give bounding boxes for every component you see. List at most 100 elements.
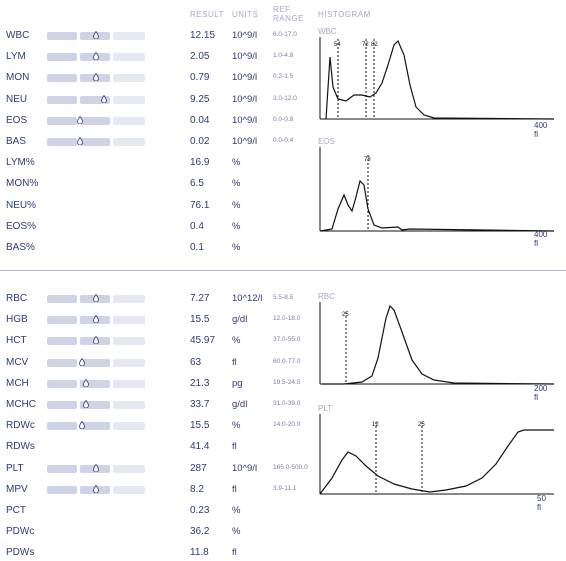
parameter-ref-range: 0.0-0.4 <box>273 137 294 144</box>
range-segment-2 <box>80 401 110 409</box>
parameter-unit: % <box>232 157 241 169</box>
parameter-name: RDWc <box>6 420 35 432</box>
range-segment-1 <box>47 74 77 83</box>
parameter-unit: % <box>232 242 241 253</box>
parameter-ref-range: 31.0-39.0 <box>273 400 301 407</box>
parameter-row: MPV 8.2 fl 3.9-11.1 <box>0 484 300 498</box>
parameter-row: MON% 6.5% <box>0 178 300 192</box>
parameter-row: HGB 15.5 g/dl 12.0-18.0 <box>0 314 300 328</box>
value-marker-icon <box>101 94 107 103</box>
parameter-unit: pg <box>232 377 243 389</box>
parameter-unit: 10^9/l <box>232 93 258 105</box>
header-ref-range: REF. RANGE <box>273 5 304 23</box>
range-segment-3 <box>113 464 145 473</box>
range-segment-3 <box>113 116 145 125</box>
range-segment-3 <box>113 485 145 494</box>
parameter-result: 33.7 <box>190 399 210 410</box>
parameter-result: 76.1 <box>190 199 210 211</box>
range-segment-3 <box>113 295 145 303</box>
value-marker-icon <box>79 421 85 430</box>
parameter-result: 15.5 <box>190 314 210 326</box>
range-indicator-bar <box>47 463 145 473</box>
value-marker-icon <box>93 73 99 82</box>
parameter-row: NEU 9.25 10^9/l 3.0-12.0 <box>0 94 300 108</box>
wbc-axis-max: 400 fl <box>534 121 548 139</box>
range-indicator-bar <box>47 400 145 409</box>
plt-histogram-label: PLT <box>318 404 333 413</box>
value-marker-icon <box>93 336 99 345</box>
parameter-row: PDWc 36.2% <box>0 526 300 540</box>
parameter-unit: 10^12/l <box>232 293 263 304</box>
eos-marker-label-1: 78 <box>364 157 371 163</box>
parameter-row: HCT 45.97% 37.0-55.0 <box>0 335 300 349</box>
header-histogram: HISTOGRAM <box>318 10 371 19</box>
parameter-unit: 10^9/l <box>232 462 258 474</box>
parameter-name: MCV <box>6 356 29 368</box>
parameter-ref-range: 165.0-500.0 <box>273 463 308 471</box>
parameter-unit: g/dl <box>232 399 248 410</box>
range-segment-3 <box>113 95 145 104</box>
parameter-name: WBC <box>6 30 30 41</box>
parameter-unit: fl <box>232 547 237 559</box>
range-segment-3 <box>113 337 145 346</box>
plt-marker-label-1: 12 <box>372 422 379 428</box>
parameter-row: MCV 63 fl 60.0-77.0 <box>0 357 300 371</box>
eos-axis-max: 400 fl <box>534 230 548 248</box>
parameter-unit: % <box>232 220 241 232</box>
parameter-result: 0.1 <box>190 242 204 253</box>
range-segment-3 <box>113 53 145 62</box>
range-indicator-bar <box>47 115 145 125</box>
plt-marker-label-2: 25 <box>418 422 425 428</box>
parameter-unit: 10^9/l <box>232 51 258 63</box>
parameter-name: NEU <box>6 93 28 105</box>
parameter-name: HGB <box>6 314 28 326</box>
range-indicator-bar <box>47 94 145 104</box>
range-indicator-bar <box>47 378 145 388</box>
parameter-row: LYM% 16.9% <box>0 157 300 171</box>
parameter-name: HCT <box>6 335 27 347</box>
range-indicator-bar <box>47 421 145 431</box>
parameter-row: NEU% 76.1% <box>0 200 300 214</box>
range-segment-1 <box>47 358 77 367</box>
parameter-result: 0.4 <box>190 220 204 232</box>
range-indicator-bar <box>47 137 145 146</box>
parameter-row: RBC 7.27 10^12/l 5.5-8.5 <box>0 293 300 307</box>
range-segment-3 <box>113 74 145 83</box>
range-indicator-bar <box>47 315 145 325</box>
eos-histogram-label: EOS <box>318 137 335 146</box>
parameter-name: MON <box>6 72 30 84</box>
parameter-name: MCH <box>6 377 29 389</box>
parameter-ref-range: 0.2-1.5 <box>273 73 294 81</box>
parameter-ref-range: 14.0-20.0 <box>273 421 301 429</box>
parameter-row: BAS% 0.1% <box>0 242 300 256</box>
rbc-marker-label-1: 25 <box>342 312 349 318</box>
range-segment-1 <box>47 485 77 494</box>
parameter-result: 0.04 <box>190 114 210 126</box>
rbc-histogram-label: RBC <box>318 292 335 301</box>
range-segment-1 <box>47 53 77 62</box>
parameter-ref-range: 60.0-77.0 <box>273 357 301 365</box>
rbc-histogram-plot: 25 <box>319 302 555 385</box>
eos-histogram-plot: 78 <box>319 147 555 232</box>
parameter-ref-range: 0.0-0.8 <box>273 115 294 123</box>
value-marker-icon <box>83 378 89 387</box>
parameter-result: 0.23 <box>190 505 210 516</box>
range-segment-2 <box>80 358 110 367</box>
parameter-result: 21.3 <box>190 377 210 389</box>
parameter-row: MCH 21.3 pg 19.5-24.5 <box>0 378 300 392</box>
range-segment-3 <box>113 316 145 325</box>
wbc-histogram-label: WBC <box>318 27 337 36</box>
range-segment-3 <box>113 358 145 367</box>
range-segment-2 <box>80 379 110 388</box>
parameter-unit: 10^9/l <box>232 72 258 84</box>
header-units: UNITS <box>232 10 259 19</box>
parameter-row: MCHC 33.7 g/dl 31.0-39.0 <box>0 399 300 413</box>
parameter-result: 12.15 <box>190 30 216 41</box>
parameter-result: 9.25 <box>190 93 210 105</box>
parameter-unit: % <box>232 526 241 538</box>
value-marker-icon <box>93 315 99 324</box>
parameter-unit: 10^9/l <box>232 114 258 126</box>
parameter-row: RDWs 41.4 fl <box>0 441 300 455</box>
parameter-ref-range: 19.5-24.5 <box>273 378 301 386</box>
rbc-axis-max: 200 fl <box>534 384 548 402</box>
